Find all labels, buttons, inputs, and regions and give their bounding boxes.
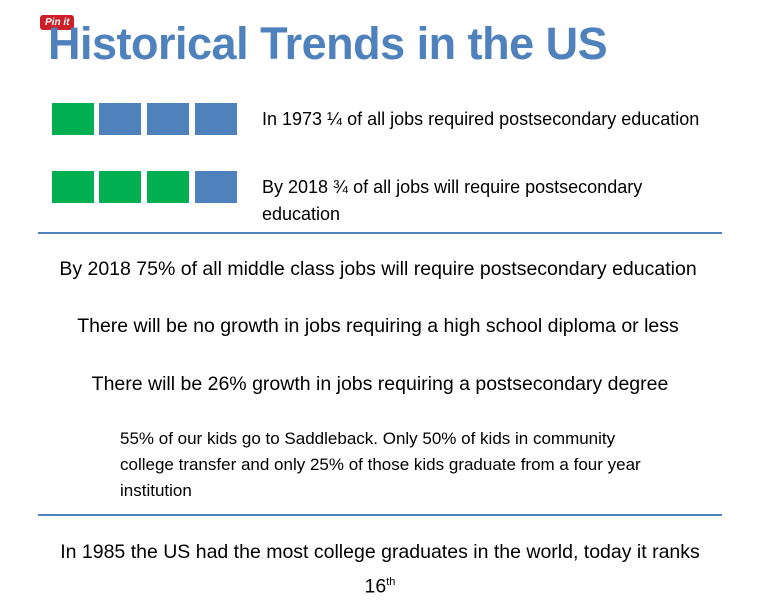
comparison-text: By 2018 ¾ of all jobs will require posts… (262, 177, 643, 224)
comparison-text: In 1973 ¼ of all jobs required postsecon… (262, 109, 700, 129)
superscript: th (386, 576, 396, 588)
divider (38, 232, 722, 234)
closing: In 1985 the US had the most college grad… (50, 537, 710, 602)
square-green (52, 103, 94, 135)
statement: There will be no growth in jobs requirin… (77, 315, 679, 337)
square-blue (99, 103, 141, 135)
square-blue (195, 103, 237, 135)
pin-button[interactable]: Pin it (40, 15, 75, 30)
note: 55% of our kids go to Saddleback. Only 5… (120, 429, 641, 500)
square-green (52, 171, 94, 203)
square-blue (195, 171, 237, 203)
statement: There will be 26% growth in jobs requiri… (91, 373, 669, 395)
square-blue (147, 103, 189, 135)
square-green (147, 171, 189, 203)
square-green (99, 171, 141, 203)
closing-text: In 1985 the US had the most college grad… (60, 541, 700, 598)
divider (38, 514, 722, 516)
slide-title: Historical Trends in the US (48, 18, 608, 69)
statement: By 2018 75% of all middle class jobs wil… (59, 258, 697, 280)
